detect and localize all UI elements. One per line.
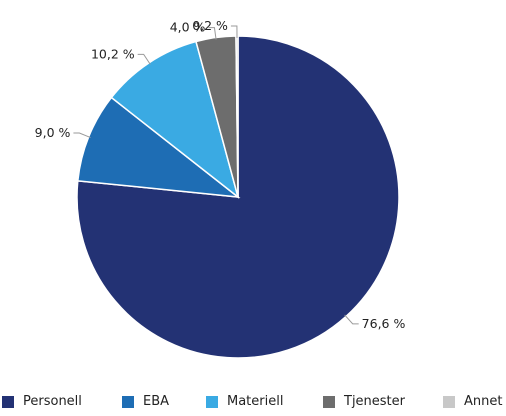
leader-line-eba (73, 132, 91, 139)
data-label-personell: 76,6 % (362, 316, 406, 331)
legend-item-personell: Personell (2, 394, 82, 409)
legend-item-annet: Annet (443, 394, 502, 409)
legend-label-annet: Annet (464, 394, 503, 409)
data-label-annet: 0,2 % (192, 18, 228, 33)
pie-chart: 76,6 % 9,0 % 10,2 % 4,0 %0,2 % (35, 18, 406, 359)
data-label-materiell: 10,2 % (91, 46, 135, 61)
legend-item-tjenester: Tjenester (323, 394, 405, 409)
leader-line-personell (344, 314, 359, 325)
leader-line-annet (230, 25, 238, 39)
legend-label-eba: EBA (143, 394, 170, 409)
legend-label-tjenester: Tjenester (344, 394, 406, 409)
legend-label-personell: Personell (23, 394, 82, 409)
legend-item-materiell: Materiell (206, 394, 283, 409)
legend-swatch-tjenester (323, 395, 335, 408)
data-label-tjenester: 4,0 % (170, 20, 206, 35)
legend-label-materiell: Materiell (227, 394, 284, 409)
legend-item-eba: EBA (122, 394, 169, 409)
legend-swatch-materiell (206, 395, 218, 408)
leader-line-tjenester (208, 27, 217, 40)
leader-line-materiell (137, 53, 151, 65)
legend: Personell EBA Materiell Tjenester Annet (0, 394, 506, 416)
legend-swatch-eba (122, 395, 134, 408)
legend-swatch-personell (2, 395, 14, 408)
data-label-eba: 9,0 % (35, 125, 71, 140)
legend-swatch-annet (443, 395, 455, 408)
